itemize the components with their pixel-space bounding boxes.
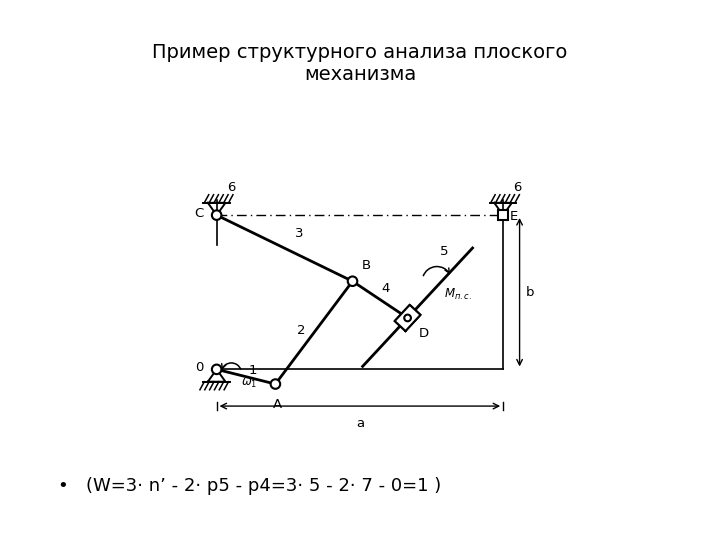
Circle shape <box>212 364 222 374</box>
Text: 0: 0 <box>195 361 204 374</box>
Circle shape <box>404 315 411 321</box>
Circle shape <box>271 379 280 389</box>
Text: 6: 6 <box>227 181 235 194</box>
Circle shape <box>212 211 222 220</box>
Text: A: A <box>273 398 282 411</box>
Text: Пример структурного анализа плоского
механизма: Пример структурного анализа плоского мех… <box>153 43 567 84</box>
Polygon shape <box>395 305 420 331</box>
Text: D: D <box>418 327 428 340</box>
Text: 3: 3 <box>295 227 304 240</box>
Bar <box>498 211 508 220</box>
Text: C: C <box>194 207 204 220</box>
Text: 6: 6 <box>513 181 522 194</box>
Text: $\omega_1$: $\omega_1$ <box>240 377 257 390</box>
Text: b: b <box>526 286 535 299</box>
Text: •   (W=3· n’ - 2· p5 - p4=3· 5 - 2· 7 - 0=1 ): • (W=3· n’ - 2· p5 - p4=3· 5 - 2· 7 - 0=… <box>58 477 441 495</box>
Text: $M_{п.с.}$: $M_{п.с.}$ <box>444 287 472 302</box>
Text: 1: 1 <box>248 363 257 376</box>
Text: a: a <box>356 417 364 430</box>
Text: 4: 4 <box>382 282 390 295</box>
Circle shape <box>348 276 357 286</box>
Text: B: B <box>361 259 371 272</box>
Text: E: E <box>510 211 518 224</box>
Text: 2: 2 <box>297 325 305 338</box>
Text: 5: 5 <box>440 245 449 258</box>
